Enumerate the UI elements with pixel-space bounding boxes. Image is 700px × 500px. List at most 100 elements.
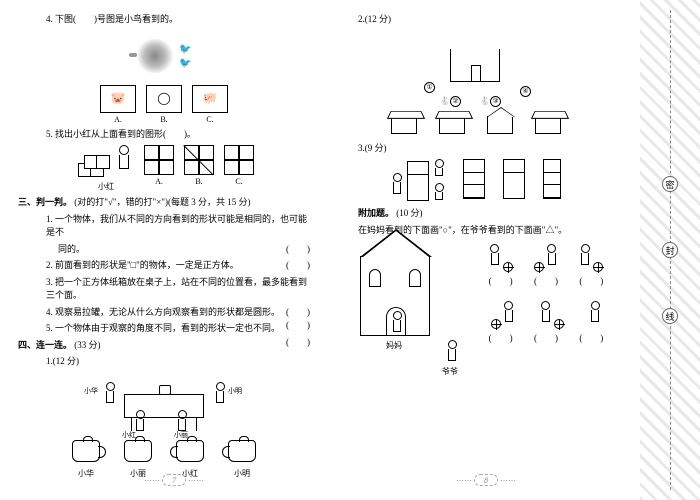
page-footer: ⋯⋯ 8 ⋯⋯ — [330, 474, 642, 486]
opt-label: C. — [235, 177, 242, 186]
s4-title: 四、连一连。 — [18, 340, 72, 350]
kids-row-1 — [470, 244, 622, 272]
kid-label: 小丽 — [174, 430, 188, 440]
s3-q3: 3. 把一个正方体纸箱放在桌子上，站在不同的位置看，最多能看到三个面。 — [18, 276, 310, 303]
girl-label: 小红 — [98, 181, 114, 192]
teapot-row: 小华 小丽 小红 小明 — [18, 440, 310, 479]
child-icon — [489, 244, 501, 272]
fridge-side-icon — [503, 159, 525, 199]
grid-icon — [144, 145, 174, 175]
mom-icon — [391, 311, 403, 335]
house-view-icon — [535, 116, 561, 134]
teapot-both-icon — [228, 440, 256, 462]
bird-icon — [179, 44, 193, 54]
binding-margin: 密 封 线 — [640, 0, 700, 500]
s3-q4: 4. 观察易拉罐，无论从什么方向观察看到的形状都是圆形。( ) — [18, 306, 310, 320]
kids-row-2 — [470, 301, 622, 329]
table-scene: 小华 小明 小红 小丽 — [74, 374, 254, 434]
s3-note: (对的打"√"，错的打"×")(每题 3 分，共 15 分) — [74, 197, 250, 207]
circ-2: 🐇② — [440, 96, 461, 107]
child-icon — [579, 244, 591, 272]
house-view-icon — [391, 116, 417, 134]
child-icon — [503, 301, 515, 329]
bonus-note: (10 分) — [396, 208, 422, 218]
grandpa-icon — [446, 340, 458, 364]
s3-q2: 2. 前面看到的形状是"□"的物体，一定是正方体。( ) — [18, 259, 310, 273]
q5-options: 小红 A. B. C. — [18, 145, 310, 192]
q4-options: 🐷 A. ◯ B. 🐖 C. — [18, 85, 310, 124]
ball-icon — [593, 262, 603, 272]
person-icon — [433, 159, 445, 177]
q5-opt-b: B. — [184, 145, 214, 192]
person-icon — [391, 173, 403, 201]
binding-char: 密 — [662, 176, 678, 192]
pig-top-icon: ◯ — [146, 85, 182, 113]
q3-scene — [330, 159, 622, 201]
grandpa-label: 爷爷 — [442, 366, 458, 377]
bonus-scene: 妈妈 爷爷 ( )( )( ) ( )( )( ) — [330, 240, 622, 380]
circ-4: ④ — [520, 86, 531, 97]
girl-icon — [114, 145, 134, 179]
q5-scene: 小红 — [78, 145, 134, 192]
ball-icon — [534, 262, 544, 272]
q5-opt-a: A. — [144, 145, 174, 192]
page-number: 7 — [162, 474, 186, 486]
q5-opt-c: C. — [224, 145, 254, 192]
house-view-icon — [487, 116, 513, 134]
s4-note: (33 分) — [74, 340, 100, 350]
opt-label: B. — [160, 115, 167, 124]
circ-3: 🐇③ — [480, 96, 501, 107]
q4-opt-a: 🐷 A. — [100, 85, 136, 124]
ball-icon — [491, 319, 501, 329]
teapot-front-icon — [124, 440, 152, 462]
q4-text: 4. 下图( )号图是小鸟看到的。 — [18, 13, 310, 27]
s4-figure-row: 小华 小明 小红 小丽 — [18, 372, 310, 436]
child-icon — [540, 301, 552, 329]
pig-illustration — [135, 39, 175, 73]
teapot-handle-icon — [176, 440, 204, 462]
q2-text: 2.(12 分) — [330, 13, 622, 27]
s3-title: 三、判一判。 — [18, 197, 72, 207]
teapot-side-icon — [72, 440, 100, 462]
q5-text: 5. 找出小红从上面看到的图形( )。 — [18, 128, 310, 142]
child-icon — [546, 244, 558, 272]
ball-icon — [503, 262, 513, 272]
church-door-icon — [386, 307, 406, 335]
bonus-answers: ( )( )( ) ( )( )( ) — [470, 240, 622, 380]
opt-label: B. — [195, 177, 202, 186]
circ-1: ① — [424, 82, 435, 93]
s3-q1: 1. 一个物体，我们从不同的方向看到的形状可能是相同的，也可能是不 — [18, 213, 310, 240]
page-right: 2.(12 分) ① 🐇② 🐇③ ④ 3.(9 分) — [320, 10, 632, 490]
shelf-icon — [463, 159, 485, 199]
worksheet-spread: 4. 下图( )号图是小鸟看到的。 🐷 A. ◯ B. 🐖 C. 5. 找出小红… — [0, 0, 640, 500]
s3-q1b: 同的。( ) — [18, 243, 310, 257]
teapot-on-table-icon — [159, 385, 171, 395]
child-icon — [589, 301, 601, 329]
bonus-heading: 附加题。 (10 分) — [330, 207, 622, 221]
q3-text: 3.(9 分) — [330, 142, 622, 156]
opt-label: A. — [114, 115, 122, 124]
pig-side-icon: 🐖 — [192, 85, 228, 113]
mom-label: 妈妈 — [386, 340, 402, 351]
church-icon — [360, 256, 430, 336]
bonus-title: 附加题。 — [358, 208, 394, 218]
q4-opt-b: ◯ B. — [146, 85, 182, 124]
q4-opt-c: 🐖 C. — [192, 85, 228, 124]
section4-heading: 四、连一连。 (33 分) — [18, 339, 310, 353]
binding-char: 线 — [662, 308, 678, 324]
person-icon — [433, 183, 445, 201]
house-view-icon — [439, 116, 465, 134]
opt-label: A. — [155, 177, 163, 186]
s4-q1: 1.(12 分) — [18, 355, 310, 369]
grid-diag-icon — [184, 145, 214, 175]
q2-scene: ① 🐇② 🐇③ ④ — [330, 30, 622, 108]
opt-label: C. — [206, 115, 213, 124]
binding-char: 封 — [662, 242, 678, 258]
kid-label: 小华 — [84, 386, 98, 396]
page-number: 8 — [474, 474, 498, 486]
kid-hua-icon — [104, 382, 116, 406]
fridge-icon — [407, 161, 429, 201]
cubes-icon — [78, 149, 112, 179]
kid-label: 小红 — [122, 430, 136, 440]
q2-options — [330, 116, 622, 134]
